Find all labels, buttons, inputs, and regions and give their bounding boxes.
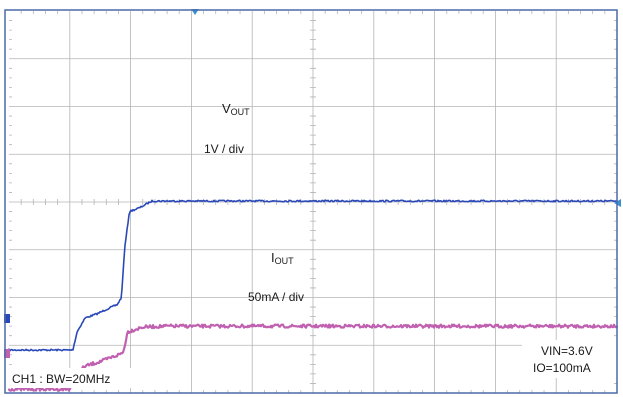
- conditions-box: [522, 340, 620, 378]
- plot-frame: [4, 9, 618, 394]
- ch1-ground-marker: [4, 314, 10, 323]
- ch2-ground-marker: [4, 349, 10, 358]
- iout-label-main: I: [271, 250, 275, 265]
- channel-info-box: [9, 368, 134, 388]
- iout-label: IOUT: [271, 250, 294, 266]
- vout-label: VOUT: [222, 101, 250, 117]
- iout-scale-label: 50mA / div: [248, 290, 304, 304]
- vout-trace: [8, 199, 618, 352]
- iout-label-sub: OUT: [275, 256, 295, 266]
- iout-trace: [7, 323, 619, 392]
- vout-scale-label: 1V / div: [204, 142, 244, 156]
- vout-label-main: V: [222, 101, 231, 116]
- io-label: IO=100mA: [533, 361, 591, 375]
- vout-label-sub: OUT: [231, 107, 251, 117]
- traces: [7, 199, 619, 392]
- channel-info-label: CH1 : BW=20MHz: [12, 372, 110, 386]
- vin-label: VIN=3.6V: [541, 344, 593, 358]
